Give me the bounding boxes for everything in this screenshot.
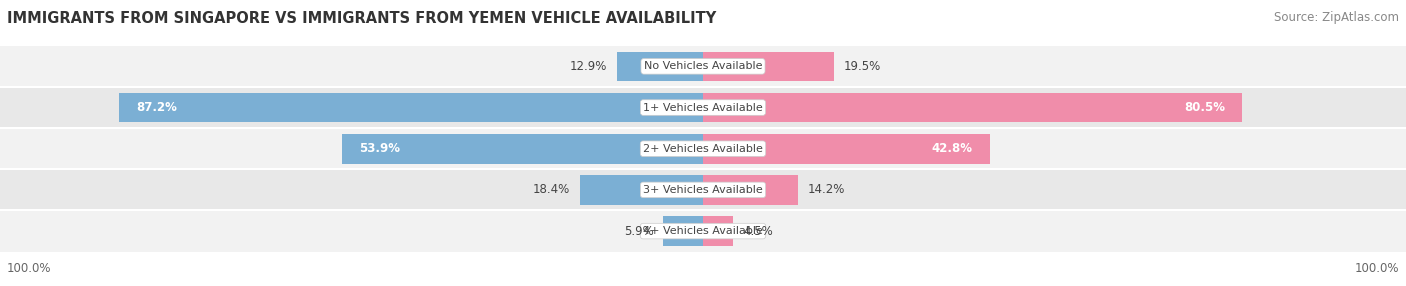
Text: No Vehicles Available: No Vehicles Available <box>644 61 762 71</box>
Bar <box>617 51 703 81</box>
Text: 4+ Vehicles Available: 4+ Vehicles Available <box>643 226 763 236</box>
Text: 100.0%: 100.0% <box>1354 262 1399 275</box>
Bar <box>120 93 703 122</box>
Text: 100.0%: 100.0% <box>7 262 52 275</box>
Text: 19.5%: 19.5% <box>844 60 880 73</box>
Text: IMMIGRANTS FROM SINGAPORE VS IMMIGRANTS FROM YEMEN VEHICLE AVAILABILITY: IMMIGRANTS FROM SINGAPORE VS IMMIGRANTS … <box>7 11 716 26</box>
Text: 5.9%: 5.9% <box>624 225 654 238</box>
Bar <box>664 216 703 246</box>
Bar <box>703 175 799 205</box>
Bar <box>342 134 703 164</box>
Bar <box>703 134 990 164</box>
Text: 42.8%: 42.8% <box>932 142 973 155</box>
Text: 14.2%: 14.2% <box>808 183 845 196</box>
Bar <box>0 87 1406 128</box>
Text: 2+ Vehicles Available: 2+ Vehicles Available <box>643 144 763 154</box>
Bar <box>0 46 1406 87</box>
Bar <box>703 93 1241 122</box>
Text: 87.2%: 87.2% <box>136 101 177 114</box>
Text: Source: ZipAtlas.com: Source: ZipAtlas.com <box>1274 11 1399 24</box>
Bar <box>0 128 1406 169</box>
Text: 18.4%: 18.4% <box>533 183 569 196</box>
Text: 12.9%: 12.9% <box>569 60 606 73</box>
Text: 53.9%: 53.9% <box>359 142 399 155</box>
Bar <box>703 51 834 81</box>
Text: 4.5%: 4.5% <box>744 225 773 238</box>
Text: 80.5%: 80.5% <box>1184 101 1225 114</box>
Text: 3+ Vehicles Available: 3+ Vehicles Available <box>643 185 763 195</box>
Text: 1+ Vehicles Available: 1+ Vehicles Available <box>643 103 763 112</box>
Bar <box>703 216 733 246</box>
Bar <box>579 175 703 205</box>
Bar <box>0 169 1406 210</box>
Bar <box>0 210 1406 252</box>
